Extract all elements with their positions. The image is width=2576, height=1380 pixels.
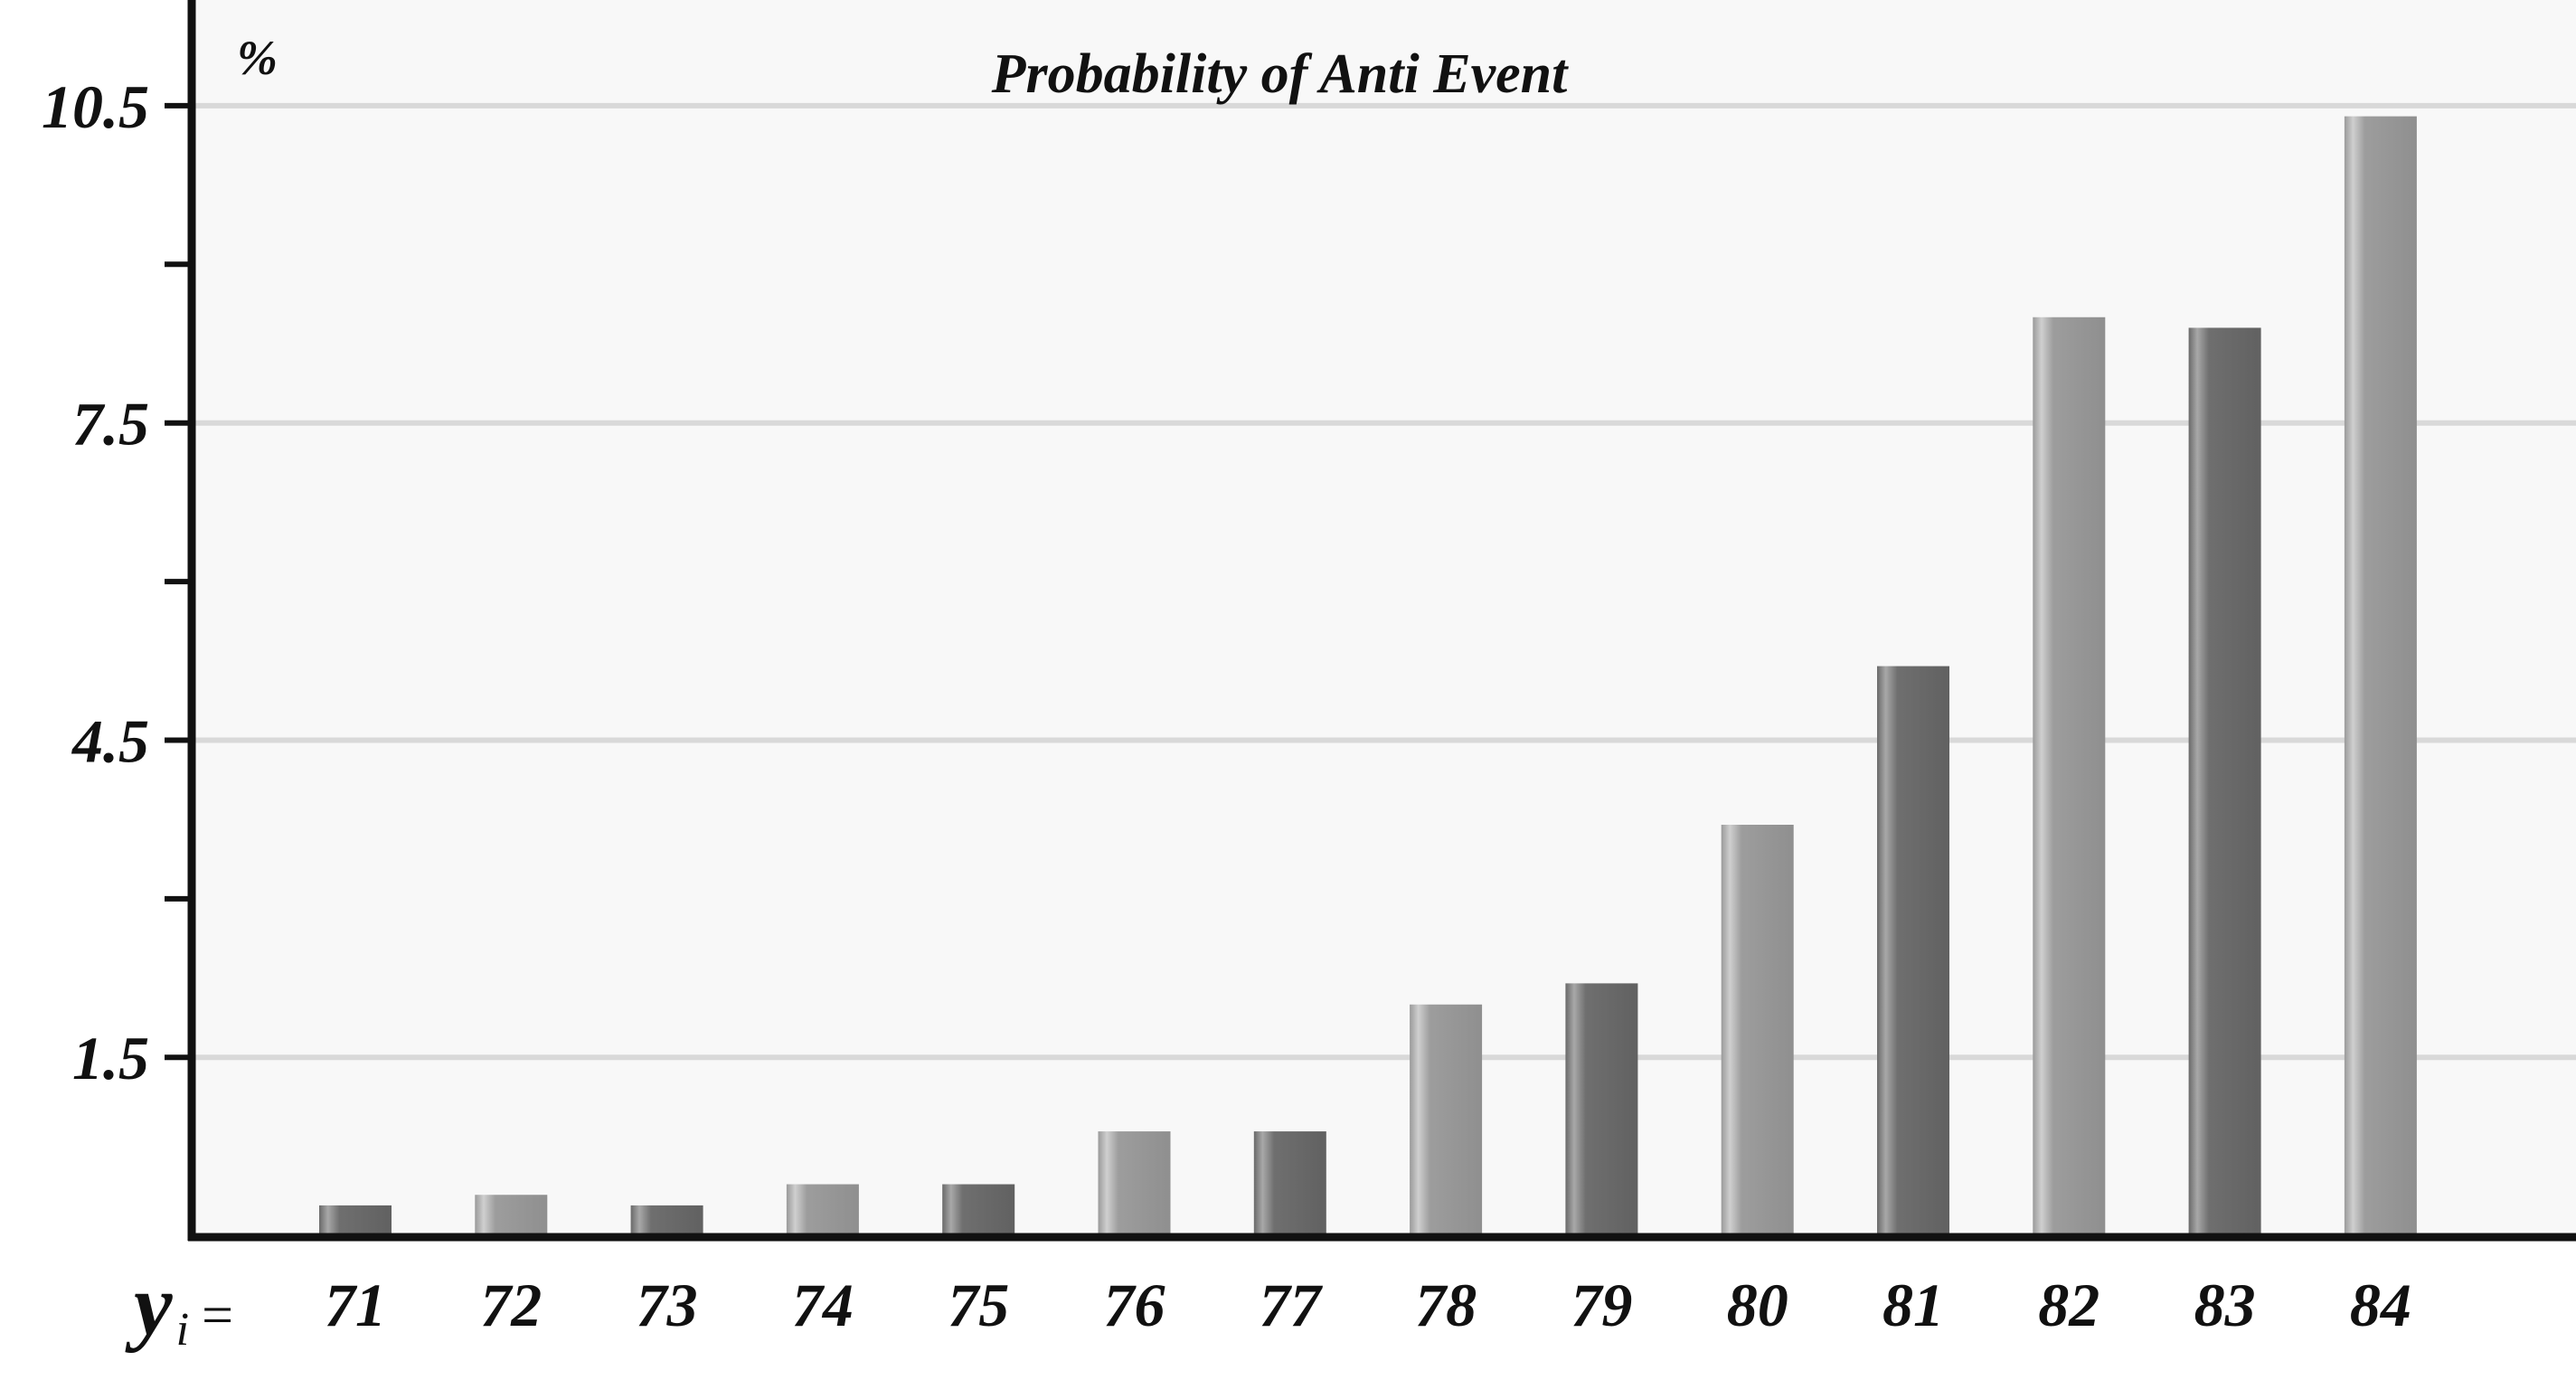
x-axis-label-suffix: = bbox=[198, 1285, 236, 1347]
bar-76 bbox=[1098, 1131, 1171, 1237]
x-tick-label-81: 81 bbox=[1882, 1271, 1944, 1339]
x-tick-label-80: 80 bbox=[1727, 1271, 1788, 1339]
bar-73 bbox=[630, 1205, 703, 1237]
x-tick-label-83: 83 bbox=[2194, 1271, 2256, 1339]
bar-72 bbox=[475, 1195, 548, 1237]
bar-74 bbox=[786, 1184, 859, 1237]
bar-79 bbox=[1565, 983, 1638, 1237]
y-tick-label-1.5: 1.5 bbox=[72, 1024, 149, 1092]
y-axis-unit-label: % bbox=[237, 31, 278, 85]
gridlines bbox=[192, 102, 2576, 1061]
y-tick-label-7.5: 7.5 bbox=[72, 390, 149, 458]
bar-77 bbox=[1253, 1131, 1326, 1237]
x-axis-label-subscript: i bbox=[176, 1304, 189, 1356]
chart-title: Probability of Anti Event bbox=[991, 43, 1569, 105]
y-tick-label-4.5: 4.5 bbox=[71, 706, 149, 775]
x-tick-label-77: 77 bbox=[1260, 1271, 1324, 1339]
bar-75 bbox=[942, 1184, 1015, 1237]
bar-71 bbox=[319, 1205, 392, 1237]
x-tick-label-71: 71 bbox=[325, 1271, 386, 1339]
x-tick-label-73: 73 bbox=[637, 1271, 698, 1339]
bars bbox=[319, 116, 2417, 1238]
plot-background bbox=[192, 0, 2576, 1237]
x-axis-label: y i = bbox=[125, 1256, 236, 1356]
bar-80 bbox=[1721, 825, 1794, 1237]
x-tick-label-78: 78 bbox=[1415, 1271, 1477, 1339]
y-tick-labels: 1.5 4.5 7.5 10.5 bbox=[42, 72, 149, 1092]
x-axis-label-prefix: y bbox=[125, 1256, 173, 1353]
bar-82 bbox=[2033, 317, 2106, 1237]
x-tick-label-82: 82 bbox=[2038, 1271, 2099, 1339]
x-tick-label-72: 72 bbox=[480, 1271, 542, 1339]
x-tick-label-76: 76 bbox=[1104, 1271, 1165, 1339]
bar-78 bbox=[1410, 1004, 1483, 1237]
y-ticks bbox=[165, 102, 192, 1061]
x-tick-label-74: 74 bbox=[792, 1271, 854, 1339]
x-tick-label-75: 75 bbox=[948, 1271, 1009, 1339]
bar-83 bbox=[2188, 327, 2261, 1237]
bar-84 bbox=[2344, 116, 2417, 1238]
x-tick-labels: 71 72 73 74 75 76 77 78 79 80 81 82 83 84 bbox=[325, 1271, 2411, 1339]
x-tick-label-84: 84 bbox=[2350, 1271, 2411, 1339]
bar-81 bbox=[1877, 666, 1949, 1237]
x-tick-label-79: 79 bbox=[1571, 1271, 1632, 1339]
y-tick-label-10.5: 10.5 bbox=[42, 72, 149, 141]
